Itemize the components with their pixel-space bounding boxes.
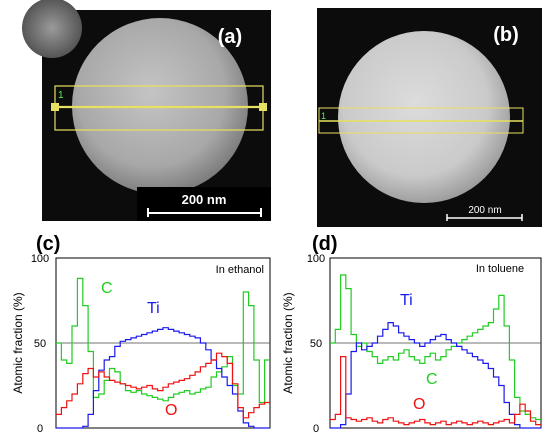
scalebar-label-a: 200 nm <box>182 192 227 207</box>
series-line-c-Ti <box>56 327 270 429</box>
scalebar-label-b: 200 nm <box>468 205 501 216</box>
y-tick-label-d-100: 100 <box>307 253 325 265</box>
series-label-c-Ti: Ti <box>147 300 160 317</box>
y-tick-label-d-50: 50 <box>310 338 322 350</box>
series-label-d-Ti: Ti <box>400 292 413 309</box>
adjacent-particle <box>22 0 82 58</box>
chart-c: (c) Atomic fraction (%) In ethanol 0 50 10… <box>11 233 271 435</box>
annotation-d: In toluene <box>476 263 524 275</box>
series-line-c-O <box>56 352 270 419</box>
series-label-c-O: O <box>165 402 177 419</box>
y-tick-label-c-0: 0 <box>37 423 43 435</box>
y-axis-label-c: Atomic fraction (%) <box>11 292 25 393</box>
roi-label-b: 1 <box>321 111 326 121</box>
series-label-c-C: C <box>101 280 113 297</box>
series-line-d-O <box>330 356 541 426</box>
panel-label-d: (d) <box>312 233 338 255</box>
panel-label-b: (b) <box>493 24 519 46</box>
y-axis-label-d: Atomic fraction (%) <box>281 292 295 393</box>
series-line-d-Ti <box>330 322 541 429</box>
y-tick-label-c-100: 100 <box>31 253 49 265</box>
panel-label-a: (a) <box>218 26 242 48</box>
scalebar-bg-a <box>137 187 271 221</box>
roi-handle-left[interactable] <box>51 103 59 111</box>
micrograph-a: 1 (a) 200 nm <box>22 0 271 221</box>
roi-handle-right[interactable] <box>259 103 267 111</box>
micrograph-b: 1 (b) 200 nm <box>317 8 542 227</box>
series-label-d-C: C <box>426 371 438 388</box>
y-tick-label-d-0: 0 <box>313 423 319 435</box>
annotation-c: In ethanol <box>216 264 264 276</box>
roi-label-a: 1 <box>58 90 64 101</box>
chart-d: (d) Atomic fraction (%) In toluene 0 50 10… <box>281 233 542 435</box>
panel-label-c: (c) <box>36 233 60 255</box>
particle-b <box>338 31 510 203</box>
y-tick-label-c-50: 50 <box>34 338 46 350</box>
series-label-d-O: O <box>413 396 425 413</box>
series-line-d-C <box>330 274 541 421</box>
